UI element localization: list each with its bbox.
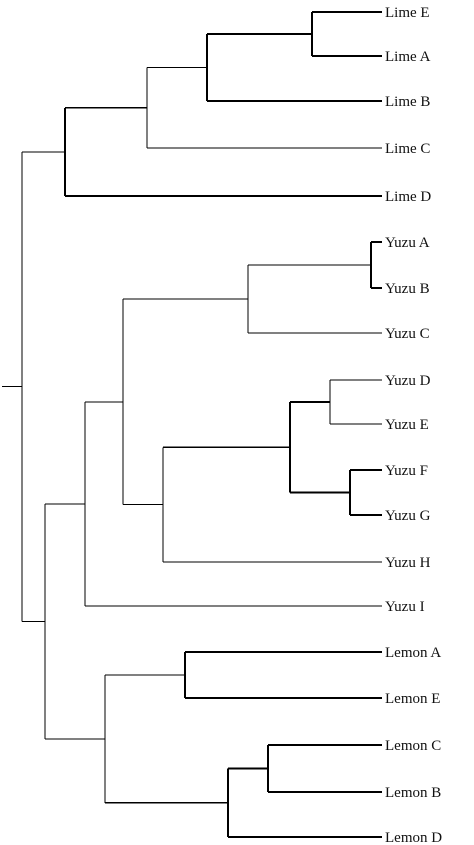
leaf-label-lemon-e: Lemon E xyxy=(385,691,440,707)
leaf-label-yuzu-b: Yuzu B xyxy=(385,281,430,297)
leaf-label-lemon-d: Lemon D xyxy=(385,830,442,845)
leaf-label-yuzu-i: Yuzu I xyxy=(385,599,425,615)
leaf-label-yuzu-e: Yuzu E xyxy=(385,417,429,433)
leaf-label-lime-b: Lime B xyxy=(385,94,430,110)
leaf-label-lime-e: Lime E xyxy=(385,5,430,21)
leaf-label-yuzu-h: Yuzu H xyxy=(385,555,431,571)
leaf-label-lime-d: Lime D xyxy=(385,189,431,205)
leaf-label-lemon-a: Lemon A xyxy=(385,645,441,661)
leaf-label-yuzu-g: Yuzu G xyxy=(385,508,431,524)
leaf-label-lemon-b: Lemon B xyxy=(385,785,441,801)
leaf-label-lime-c: Lime C xyxy=(385,141,430,157)
leaf-label-yuzu-d: Yuzu D xyxy=(385,373,431,389)
leaf-label-lemon-c: Lemon C xyxy=(385,738,441,754)
branch-lines xyxy=(2,12,382,837)
leaf-label-yuzu-a: Yuzu A xyxy=(385,235,430,251)
leaf-labels: Lime E Lime A Lime B Lime C Lime D Yuzu A Yuzu… xyxy=(385,5,442,845)
leaf-label-lime-a: Lime A xyxy=(385,49,431,65)
leaf-label-yuzu-c: Yuzu C xyxy=(385,326,430,342)
leaf-label-yuzu-f: Yuzu F xyxy=(385,463,428,479)
